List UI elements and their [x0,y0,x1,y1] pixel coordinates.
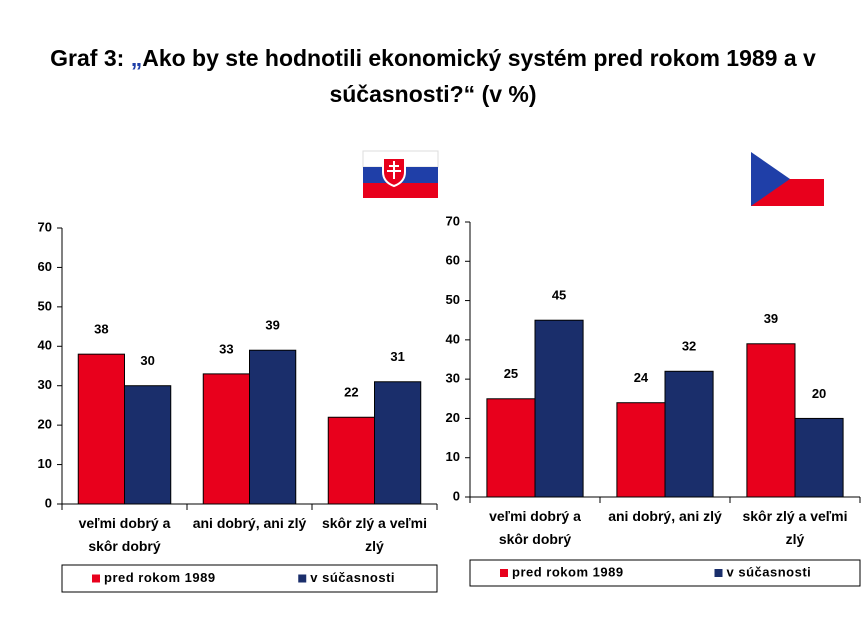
value-label: 24 [634,370,649,385]
bar [77,353,125,505]
bar [124,385,172,505]
x-tick-label: skôr zlý a veľmi zlý [742,508,848,547]
x-tick-label: veľmi dobrý a skôr dobrý [489,508,581,547]
y-tick-label: 20 [446,410,460,425]
x-tick-label: veľmi dobrý a skôr dobrý [78,515,171,554]
bar [794,417,844,498]
bar [374,381,422,505]
y-tick-label: 20 [38,417,52,432]
legend-label: v súčasnosti [310,570,395,585]
y-tick-label: 60 [446,253,460,268]
title-text: Ako by ste hodnotili ekonomický systém p… [142,45,816,107]
title: Graf 3: „Ako by ste hodnotili ekonomický… [0,40,866,112]
y-tick-label: 60 [38,259,52,274]
value-label: 39 [764,311,778,326]
value-label: 32 [682,339,696,354]
title-quote: „ [130,45,143,71]
legend-swatch [92,574,100,583]
bar [249,349,297,505]
legend-swatch [500,569,508,577]
x-tick-label: ani dobrý, ani zlý [608,508,722,524]
value-label: 22 [344,385,358,400]
legend-swatch [298,574,307,583]
value-label: 30 [140,353,154,368]
bar [327,416,375,505]
legend-box [469,559,861,587]
legend-label: v súčasnosti [727,564,812,579]
bar [664,370,714,498]
value-label: 39 [265,318,279,333]
y-tick-label: 50 [446,292,460,307]
legend-swatch [714,569,723,577]
x-tick-label: skôr zlý a veľmi zlý [321,515,427,554]
y-tick-label: 30 [38,377,52,392]
y-tick-label: 70 [38,219,52,234]
legend-box [61,564,438,593]
y-tick-label: 0 [453,488,460,503]
legend-label: pred rokom 1989 [104,570,216,585]
value-label: 45 [552,288,566,303]
bar [202,373,250,505]
title-prefix: Graf 3: [50,45,131,71]
bar [616,402,666,498]
value-label: 20 [812,386,826,401]
x-tick-label: ani dobrý, ani zlý [192,515,307,531]
y-tick-label: 50 [38,298,52,313]
value-label: 33 [219,341,233,356]
value-label: 25 [504,366,518,381]
legend-label: pred rokom 1989 [512,564,624,579]
bar [534,319,584,498]
y-tick-label: 10 [446,449,460,464]
y-tick-label: 30 [446,371,460,386]
bar [486,398,536,498]
value-label: 38 [94,322,108,337]
y-tick-label: 0 [45,495,52,510]
y-tick-label: 40 [446,331,460,346]
flag-cz [751,152,824,206]
flag-sk [362,150,439,198]
bar [746,343,796,498]
y-tick-label: 40 [38,338,52,353]
y-tick-label: 10 [38,456,52,471]
y-tick-label: 70 [446,213,460,228]
value-label: 31 [390,349,404,364]
